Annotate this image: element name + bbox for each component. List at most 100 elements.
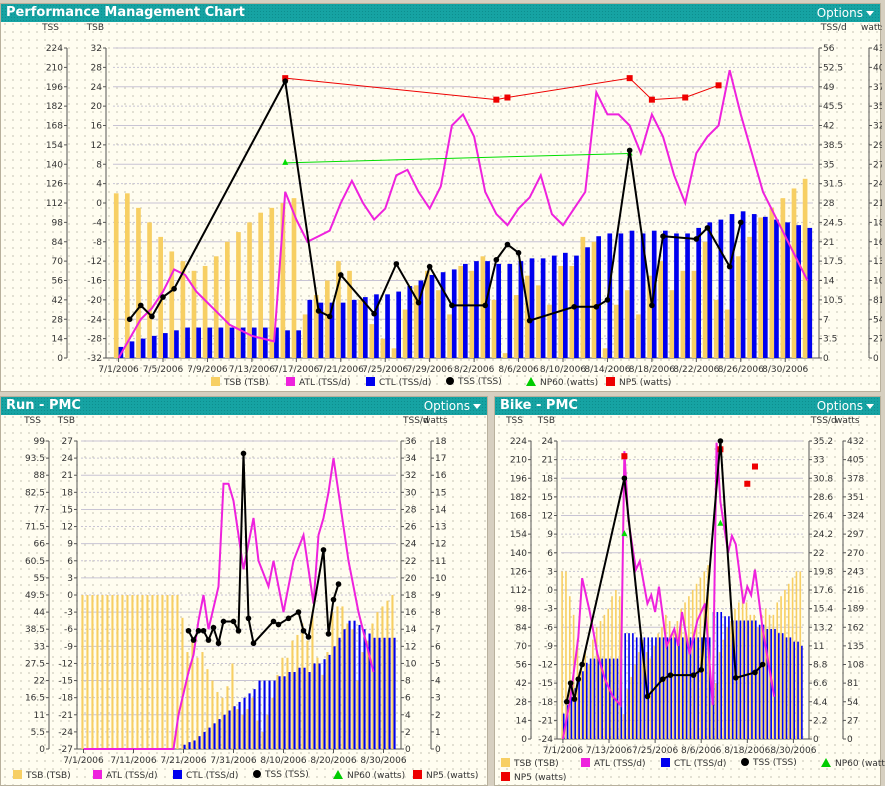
tss-point [235,627,242,634]
tsb-tick-label: 4 [96,180,102,190]
tsb-bar [325,280,330,358]
tssd-tick-label: 20 [405,574,417,584]
tssd-tick-label: 28 [823,199,835,209]
legend-item-ctl: CTL (TSS/d) [366,377,431,388]
atl-line [83,457,375,750]
ctl-bar [716,612,719,739]
tss-point [515,250,522,256]
tsb-bar [246,709,249,749]
tsb-bar [381,606,384,749]
tsb-bar [653,645,656,739]
tsb-bar [595,627,598,739]
ctl-bar [313,663,316,749]
tssd-tick-label: 36 [405,437,417,447]
tss-point [482,302,489,309]
tsb-tick-label: -3 [64,608,73,618]
tss-point [245,615,252,622]
tsb-bar [565,571,567,739]
tsb-bar [121,595,124,749]
tsb-bar [684,602,686,739]
tss-legend-swatch-icon [446,377,454,385]
tsb-tick-label: 15 [62,505,73,515]
x-tick-label: 8/30/2006 [360,756,406,766]
tsb-bar [221,697,224,749]
tssd-tick-label: 0 [823,354,829,364]
tss-legend-swatch-icon [253,770,261,778]
axis-label-tssd: TSS/d [810,416,837,426]
np60-line [285,152,630,164]
ctl-bar [283,676,286,749]
pmc-options-button[interactable]: Options [817,4,874,22]
bike-pmc-options-button[interactable]: Options [817,397,874,415]
ctl-bar [758,624,761,739]
watts-tick-label: 405 [847,456,864,466]
run-pmc-panel: Run - PMC Options TSS TSB TSS/d watts 99 27 36… [0,396,488,786]
legend-item-atl: ATL (TSS/d) [93,770,158,781]
run-pmc-legend: TSB (TSB) ATL (TSS/d) CTL (TSS/d) TSS (TSS)… [13,770,483,782]
ctl-bar [418,280,424,358]
tsb-bar [776,602,779,739]
tsb-bar [636,314,641,358]
watts-tick-label: 0 [847,735,853,745]
tssd-tick-label: 30.8 [813,474,833,484]
ctl-bar [635,637,638,739]
ctl-bar [578,679,580,739]
tsb-bar [247,222,252,358]
run-pmc-options-button[interactable]: Options [424,397,481,415]
tsb-bar [86,595,89,749]
ctl-bar [774,219,779,358]
tsb-bar [599,621,602,739]
run-pmc-title: Run - PMC [6,398,81,413]
watts-tick-label: 432 [847,437,864,447]
ctl-bar [238,701,241,749]
ctl-bar [285,330,290,358]
ctl-bar [196,327,201,358]
tsb-bar [626,689,629,739]
ctl-bar [807,227,813,358]
tsb-tick-label: -28 [87,335,102,345]
ctl-legend-swatch-icon [366,377,375,386]
ctl-bar [140,338,146,358]
atl-legend-swatch-icon [286,377,295,386]
tss-tick-label: 126 [46,180,63,190]
tss-point [649,302,655,309]
x-tick-label: 7/5/2006 [143,365,184,375]
x-tick-label: 8/18/2006 [629,365,675,375]
x-tick-label: 8/30/2006 [762,365,808,375]
tssd-tick-label: 24 [405,540,417,550]
tsb-bar [691,270,697,358]
tsb-tick-label: 20 [91,102,103,112]
tsb-bar [772,614,775,739]
tss-point [526,317,533,324]
pmc-legend: TSB (TSB) ATL (TSS/d) CTL (TSS/d) TSS (TSS)… [211,377,861,389]
ctl-bar [185,327,190,358]
tsb-bar [580,664,583,739]
ctl-bar [597,658,600,739]
tssd-tick-label: 32 [405,471,416,481]
tsb-bar [688,596,690,739]
tsb-bar [591,241,597,358]
tsb-tick-label: -12 [87,257,102,267]
np5-point [682,94,689,101]
ctl-bar [674,233,679,358]
tsb-bar [211,680,214,749]
ctl-bar [678,637,680,739]
ctl-bar [762,624,765,739]
tsb-bar [676,621,679,739]
tsb-bar [380,338,386,358]
tsb-bar [386,600,389,749]
ctl-bar [643,637,646,739]
tsb-tick-label: 6 [67,557,73,567]
tsb-bar [561,571,563,739]
ctl-bar [754,620,757,739]
np60-legend-swatch-icon [821,758,831,767]
tss-point [215,640,222,647]
ctl-bar [263,680,266,749]
tsb-bar [91,595,94,749]
ctl-bar [183,744,186,749]
x-tick-label: 7/13/2006 [586,746,632,756]
tssd-tick-label: 31.5 [823,180,843,190]
tss-tick-label: 168 [46,122,63,132]
tsb-bar [725,309,730,358]
